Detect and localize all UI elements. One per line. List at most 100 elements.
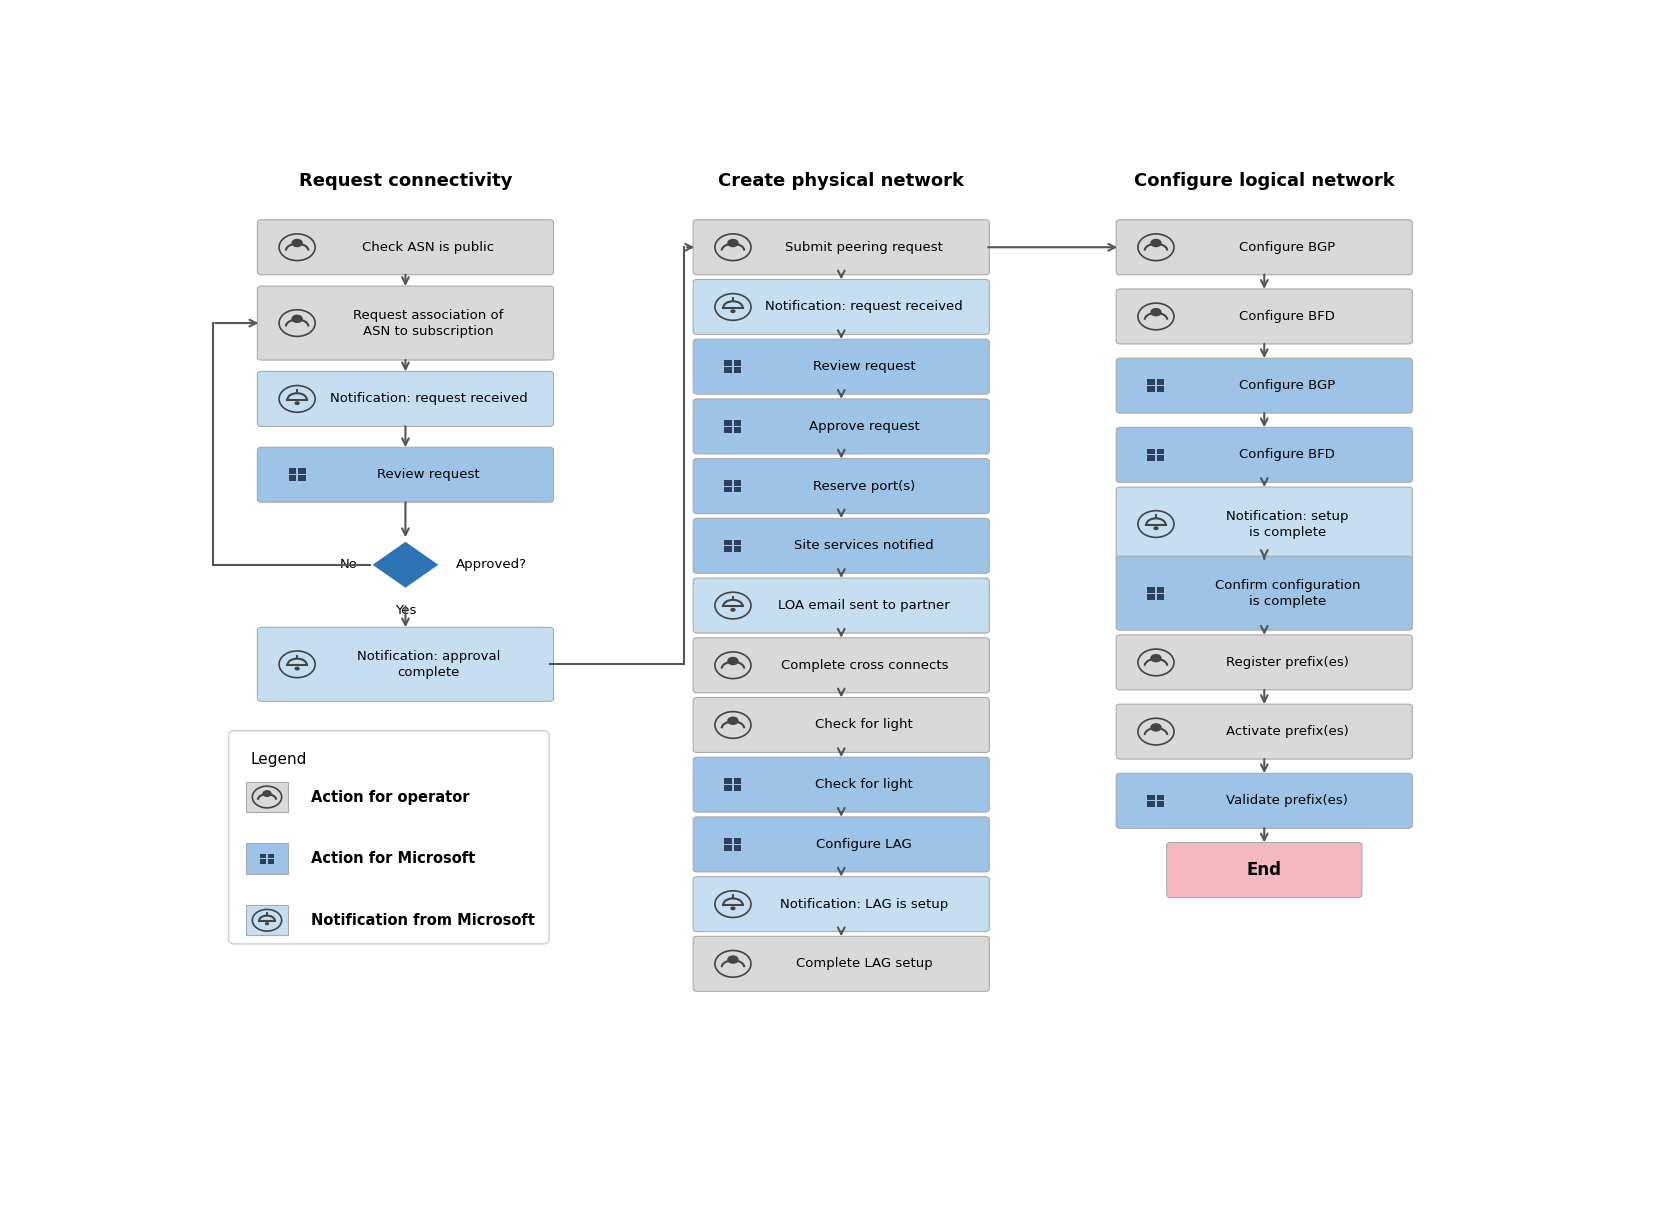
FancyBboxPatch shape (693, 937, 989, 991)
FancyBboxPatch shape (1116, 220, 1413, 275)
Bar (734, 785, 741, 792)
Circle shape (1153, 527, 1158, 531)
Text: Register prefix(es): Register prefix(es) (1226, 656, 1348, 668)
Text: Configure BFD: Configure BFD (1239, 448, 1335, 462)
Circle shape (731, 608, 736, 612)
Circle shape (294, 666, 299, 671)
Text: Notification: setup
is complete: Notification: setup is complete (1226, 510, 1348, 538)
FancyBboxPatch shape (693, 698, 989, 752)
Text: Configure BGP: Configure BGP (1239, 241, 1335, 254)
Text: Action for operator: Action for operator (311, 789, 470, 805)
Text: Approved?: Approved? (457, 559, 528, 571)
Text: Configure BGP: Configure BGP (1239, 379, 1335, 393)
FancyBboxPatch shape (693, 817, 989, 872)
FancyBboxPatch shape (1116, 487, 1413, 561)
Circle shape (291, 315, 303, 323)
FancyBboxPatch shape (1116, 773, 1413, 828)
FancyBboxPatch shape (693, 340, 989, 394)
Bar (734, 480, 741, 485)
Text: Legend: Legend (250, 752, 306, 767)
Text: End: End (1247, 860, 1282, 879)
Bar (734, 547, 741, 553)
Bar (724, 778, 733, 784)
Circle shape (263, 790, 271, 796)
Circle shape (728, 955, 739, 964)
Bar (734, 361, 741, 366)
FancyBboxPatch shape (258, 286, 554, 359)
FancyBboxPatch shape (258, 447, 554, 502)
Text: Request connectivity: Request connectivity (299, 172, 513, 190)
Bar (734, 427, 741, 432)
Bar (1148, 593, 1154, 599)
Bar (268, 853, 275, 858)
Text: Confirm configuration
is complete: Confirm configuration is complete (1214, 579, 1360, 608)
Bar (724, 367, 733, 373)
Bar (724, 838, 733, 844)
FancyBboxPatch shape (693, 459, 989, 513)
Circle shape (1150, 723, 1161, 731)
Bar (1148, 801, 1154, 808)
FancyBboxPatch shape (693, 757, 989, 812)
Bar (246, 905, 288, 936)
Bar (1148, 379, 1154, 385)
Text: Review request: Review request (377, 468, 480, 481)
FancyBboxPatch shape (693, 399, 989, 454)
Text: Yes: Yes (395, 603, 417, 617)
Bar (1156, 801, 1164, 808)
Text: Validate prefix(es): Validate prefix(es) (1226, 794, 1348, 808)
Bar (734, 486, 741, 492)
Text: Reserve port(s): Reserve port(s) (814, 480, 915, 492)
Bar (298, 475, 306, 481)
Bar (1148, 455, 1154, 462)
Bar (288, 475, 296, 481)
Bar (1148, 387, 1154, 391)
Bar (260, 853, 266, 858)
Circle shape (731, 309, 736, 313)
Text: Check ASN is public: Check ASN is public (362, 241, 495, 254)
Text: Check for light: Check for light (815, 719, 913, 731)
FancyBboxPatch shape (258, 628, 554, 702)
Circle shape (1150, 308, 1161, 316)
Bar (724, 420, 733, 426)
Text: Notification: approval
complete: Notification: approval complete (357, 650, 500, 678)
Bar (1156, 379, 1164, 385)
Text: No: No (339, 559, 357, 571)
Text: Site services notified: Site services notified (794, 539, 935, 553)
Circle shape (291, 239, 303, 247)
Bar (724, 361, 733, 366)
FancyBboxPatch shape (1116, 556, 1413, 630)
FancyBboxPatch shape (1116, 358, 1413, 414)
Bar (298, 469, 306, 474)
Text: Activate prefix(es): Activate prefix(es) (1226, 725, 1348, 739)
Text: Action for Microsoft: Action for Microsoft (311, 851, 475, 867)
FancyBboxPatch shape (693, 518, 989, 574)
Text: Notification: request received: Notification: request received (329, 393, 528, 405)
Bar (734, 539, 741, 545)
FancyBboxPatch shape (228, 731, 549, 944)
Bar (734, 367, 741, 373)
Bar (724, 486, 733, 492)
FancyBboxPatch shape (693, 220, 989, 275)
FancyBboxPatch shape (1116, 427, 1413, 483)
Bar (1156, 387, 1164, 391)
Circle shape (1150, 654, 1161, 662)
FancyBboxPatch shape (1116, 704, 1413, 760)
Text: Review request: Review request (814, 361, 916, 373)
FancyBboxPatch shape (693, 638, 989, 693)
Bar (724, 547, 733, 553)
Circle shape (265, 922, 270, 926)
Bar (724, 785, 733, 792)
Text: LOA email sent to partner: LOA email sent to partner (779, 599, 949, 612)
Bar (1156, 593, 1164, 599)
Text: Request association of
ASN to subscription: Request association of ASN to subscripti… (354, 309, 504, 337)
Bar (1148, 448, 1154, 454)
Circle shape (731, 906, 736, 911)
Text: Create physical network: Create physical network (718, 172, 964, 190)
Bar (1148, 587, 1154, 592)
Bar (724, 480, 733, 485)
Text: Configure LAG: Configure LAG (817, 838, 913, 851)
Bar (1156, 448, 1164, 454)
Text: Configure logical network: Configure logical network (1135, 172, 1394, 190)
Bar (1156, 794, 1164, 800)
FancyBboxPatch shape (258, 220, 554, 275)
